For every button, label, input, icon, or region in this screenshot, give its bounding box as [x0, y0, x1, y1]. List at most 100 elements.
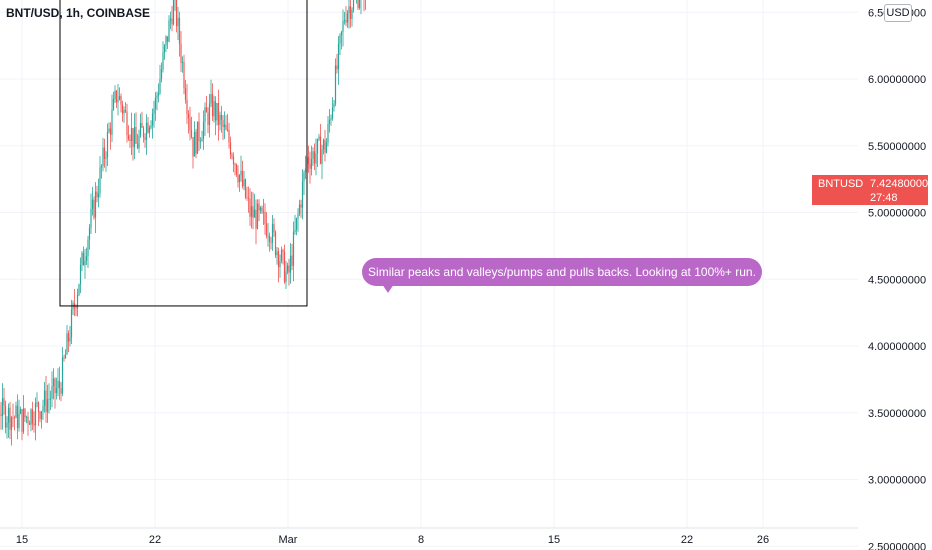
candle-body [102, 147, 104, 167]
candle-body [84, 260, 86, 266]
annotation-callout[interactable]: Similar peaks and valleys/pumps and pull… [362, 258, 762, 286]
candle-body [25, 416, 28, 418]
candle-body [223, 124, 226, 128]
candle-body [273, 223, 275, 233]
candle-body [337, 43, 340, 70]
candle-body [351, 9, 353, 19]
candle-body [114, 90, 116, 99]
candle-body [261, 207, 263, 213]
candle-body [213, 101, 215, 117]
candle-body [55, 388, 58, 394]
candle-body [157, 93, 160, 96]
candle-body [132, 128, 134, 148]
candle-body [139, 123, 142, 136]
candle-body [162, 52, 164, 70]
candle-body [42, 405, 44, 412]
candle-body [57, 380, 59, 389]
candle-body [94, 191, 97, 218]
candle-body [204, 107, 206, 122]
candle-body [136, 143, 139, 149]
candle-body [130, 128, 133, 141]
candle-body [271, 223, 274, 243]
candle-body [10, 417, 13, 430]
candle-body [36, 402, 38, 404]
candle-body [333, 103, 335, 108]
candle-body [187, 113, 190, 119]
candle-body [12, 417, 14, 419]
candle-body [268, 235, 271, 242]
candle-body [234, 164, 236, 166]
candle-body [288, 265, 290, 273]
candle-body [27, 416, 29, 424]
candle-body [19, 409, 22, 414]
candle-body [244, 179, 247, 198]
candle-body [118, 96, 121, 100]
candle-body [54, 378, 56, 394]
candle-body [183, 61, 185, 89]
candle-body [282, 249, 284, 252]
candle-body [348, 6, 350, 14]
candle-body [75, 306, 77, 309]
candle-body [301, 181, 304, 208]
candle-body [232, 156, 235, 165]
candle-body [15, 405, 17, 418]
candle-body [241, 170, 244, 187]
candle-body [123, 109, 125, 114]
candle-body [141, 123, 143, 128]
candle-body [345, 20, 347, 23]
candle-body [283, 251, 286, 283]
candle-body [133, 127, 136, 148]
candle-body [177, 17, 179, 27]
candle-body [4, 405, 7, 428]
candle-body [103, 147, 106, 159]
candle-body [331, 107, 334, 119]
candle-body [109, 128, 112, 135]
candle-body [90, 208, 92, 228]
candle-body [186, 99, 188, 114]
candle-body [126, 111, 128, 136]
candle-body [240, 170, 242, 176]
candle-body [168, 20, 170, 42]
candles [0, 0, 366, 446]
candle-body [60, 388, 62, 394]
price-label-symbol: BNTUSD [818, 178, 864, 190]
candle-body [40, 411, 43, 420]
candle-body [267, 235, 269, 237]
candle-body [48, 398, 50, 400]
candle-body [85, 256, 88, 261]
candle-body [175, 0, 178, 27]
candle-body [352, 0, 355, 10]
currency-badge[interactable]: USD [884, 4, 912, 22]
candle-body [67, 333, 70, 342]
candle-body [142, 127, 145, 138]
time-tick-label: 15 [548, 534, 560, 546]
candle-body [87, 239, 89, 257]
candle-body [216, 103, 218, 121]
candle-body [324, 139, 326, 153]
candle-body [253, 209, 256, 218]
candle-body [246, 197, 248, 198]
candle-body [120, 96, 122, 105]
candle-body [96, 191, 98, 198]
candle-body [106, 131, 109, 158]
candle-body [181, 61, 184, 63]
price-tick-label: 5.00000000 [868, 208, 926, 220]
candle-body [61, 357, 64, 394]
candle-body [150, 125, 152, 128]
candle-body [256, 203, 259, 229]
candle-body [217, 103, 220, 125]
candle-body [121, 104, 124, 114]
candle-body [357, 0, 359, 8]
candle-body [73, 303, 76, 307]
candle-body [192, 137, 194, 157]
price-label-value: 7.42480000 [870, 178, 929, 190]
candle-body [195, 131, 197, 154]
candle-body [145, 122, 148, 140]
candle-body [81, 252, 83, 265]
rectangle-drawings [59, 0, 308, 307]
candle-body [235, 164, 238, 175]
candle-body [153, 108, 155, 114]
candle-body [37, 402, 40, 412]
candle-body [202, 121, 205, 139]
candle-body [196, 121, 199, 154]
